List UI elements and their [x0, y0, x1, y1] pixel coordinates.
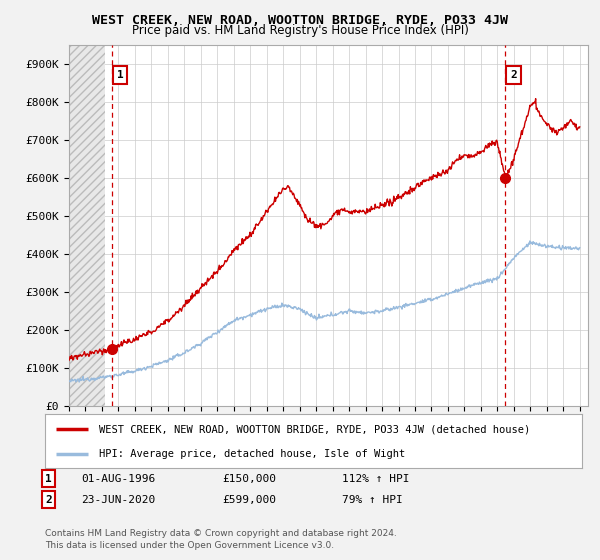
Text: WEST CREEK, NEW ROAD, WOOTTON BRIDGE, RYDE, PO33 4JW (detached house): WEST CREEK, NEW ROAD, WOOTTON BRIDGE, RY… — [98, 424, 530, 435]
Text: HPI: Average price, detached house, Isle of Wight: HPI: Average price, detached house, Isle… — [98, 449, 405, 459]
Text: 1: 1 — [45, 474, 52, 484]
Text: £150,000: £150,000 — [222, 474, 276, 484]
Text: WEST CREEK, NEW ROAD, WOOTTON BRIDGE, RYDE, PO33 4JW: WEST CREEK, NEW ROAD, WOOTTON BRIDGE, RY… — [92, 14, 508, 27]
Text: 112% ↑ HPI: 112% ↑ HPI — [342, 474, 409, 484]
Text: 23-JUN-2020: 23-JUN-2020 — [81, 494, 155, 505]
Text: 2: 2 — [45, 494, 52, 505]
Text: Price paid vs. HM Land Registry's House Price Index (HPI): Price paid vs. HM Land Registry's House … — [131, 24, 469, 37]
Text: Contains HM Land Registry data © Crown copyright and database right 2024.
This d: Contains HM Land Registry data © Crown c… — [45, 529, 397, 550]
Text: £599,000: £599,000 — [222, 494, 276, 505]
Text: 2: 2 — [510, 70, 517, 80]
Text: 01-AUG-1996: 01-AUG-1996 — [81, 474, 155, 484]
Bar — [69, 45, 105, 406]
Text: 79% ↑ HPI: 79% ↑ HPI — [342, 494, 403, 505]
Text: 1: 1 — [117, 70, 124, 80]
